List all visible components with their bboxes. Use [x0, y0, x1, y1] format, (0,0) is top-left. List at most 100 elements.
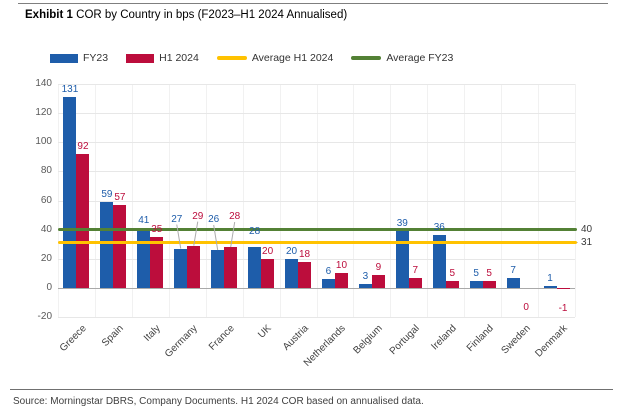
leader-line	[230, 222, 236, 248]
legend-label: H1 2024	[159, 52, 199, 64]
value-label: 92	[77, 140, 89, 152]
value-label: 18	[298, 248, 311, 260]
y-tick-label: 120	[35, 107, 52, 119]
bar	[261, 258, 275, 288]
legend-item: FY23	[50, 52, 108, 64]
gridline-h	[58, 317, 575, 318]
legend-item: H1 2024	[126, 52, 199, 64]
value-label: 6	[325, 266, 332, 278]
legend-swatch-line	[216, 56, 247, 60]
avg-line	[58, 240, 577, 245]
gridline-h	[58, 113, 575, 115]
value-label: 5	[473, 267, 479, 279]
bar	[506, 277, 520, 288]
bar	[63, 97, 77, 288]
avg-line	[58, 227, 577, 232]
gridline-h	[58, 84, 575, 85]
gridline-h	[58, 142, 575, 144]
bar	[298, 261, 312, 288]
bar	[408, 277, 422, 288]
value-label: 0	[523, 301, 529, 313]
y-tick-label: 40	[40, 223, 52, 235]
value-label: 59	[101, 188, 113, 200]
bar	[321, 279, 335, 288]
bar	[358, 283, 372, 288]
leader-overlay	[176, 221, 236, 251]
legend-label: FY23	[83, 52, 109, 64]
value-label: 5	[449, 267, 456, 279]
y-tick-label: 80	[40, 165, 52, 177]
bar	[482, 280, 496, 288]
gridline-v	[575, 84, 576, 317]
value-label: 39	[396, 218, 408, 230]
legend-swatch-box	[126, 53, 155, 63]
y-tick-label: 20	[40, 252, 52, 264]
y-tick-label: 100	[35, 136, 52, 148]
legend-label: Average FY23	[386, 52, 454, 64]
legend-item: Average FY23	[351, 52, 453, 64]
bar	[371, 274, 385, 288]
bar	[432, 235, 446, 288]
axis-zero-line	[58, 287, 575, 289]
exhibit-title: Exhibit 1 COR by Country in bps (F2023–H…	[25, 9, 347, 21]
legend-swatch-box	[50, 53, 78, 63]
value-label: 20	[262, 245, 274, 257]
bar	[187, 245, 201, 288]
value-label: 7	[510, 264, 516, 276]
y-tick-label: 60	[40, 194, 52, 206]
gridline-h	[58, 258, 575, 260]
source-note: Source: Morningstar DBRS, Company Docume…	[13, 396, 424, 407]
bar	[395, 231, 409, 288]
bar	[285, 258, 299, 288]
value-label: -1	[558, 303, 568, 315]
leader-line	[213, 224, 219, 251]
bar	[100, 201, 114, 288]
gridline-h	[58, 200, 575, 202]
bar	[174, 248, 188, 288]
bar	[469, 280, 483, 288]
leader-line	[176, 224, 182, 249]
value-label: 28	[249, 226, 261, 238]
gridline-h	[58, 171, 575, 173]
value-label: 28	[229, 211, 241, 223]
avg-line-label: 40	[581, 223, 593, 235]
legend-swatch-line	[351, 56, 382, 60]
value-label: 5	[486, 267, 492, 279]
value-label: 9	[375, 261, 382, 273]
y-tick-label: 140	[35, 78, 52, 89]
value-label: 20	[285, 245, 298, 257]
value-label: 7	[412, 264, 419, 276]
title-prefix: Exhibit 1	[25, 9, 73, 21]
avg-line-label: 31	[581, 236, 593, 248]
bottom-rule	[10, 389, 613, 390]
bar	[113, 204, 127, 288]
legend: FY23 H1 2024 Average H1 2024 Average FY23	[50, 52, 453, 64]
bar	[543, 286, 557, 288]
value-label: 3	[362, 270, 369, 282]
y-tick-label: 0	[46, 281, 52, 293]
bar	[224, 247, 238, 288]
y-tick-label: -20	[37, 311, 52, 322]
plot-area: -20 0 20 40 60 80 100 120 140 40 31 131 59 41 27 26 28 20…	[35, 78, 592, 369]
value-label: 131	[61, 84, 79, 96]
bar	[445, 280, 459, 288]
legend-label: Average H1 2024	[251, 52, 334, 64]
leader-line	[193, 221, 199, 246]
value-label: 27	[171, 213, 183, 225]
bar	[556, 287, 570, 290]
value-label: 29	[192, 210, 204, 222]
bar	[76, 153, 90, 288]
value-label: 10	[335, 260, 348, 272]
bar	[248, 247, 262, 288]
title-suffix: COR by Country in bps (F2023–H1 2024 Ann…	[76, 9, 348, 21]
value-label: 1	[547, 273, 553, 285]
value-label: 57	[114, 191, 126, 203]
bar	[334, 273, 348, 288]
value-label: 36	[433, 222, 445, 234]
value-label: 41	[138, 215, 150, 227]
value-label: 35	[151, 223, 163, 235]
top-rule	[18, 3, 608, 4]
value-label: 26	[208, 214, 220, 225]
bar	[150, 236, 164, 288]
